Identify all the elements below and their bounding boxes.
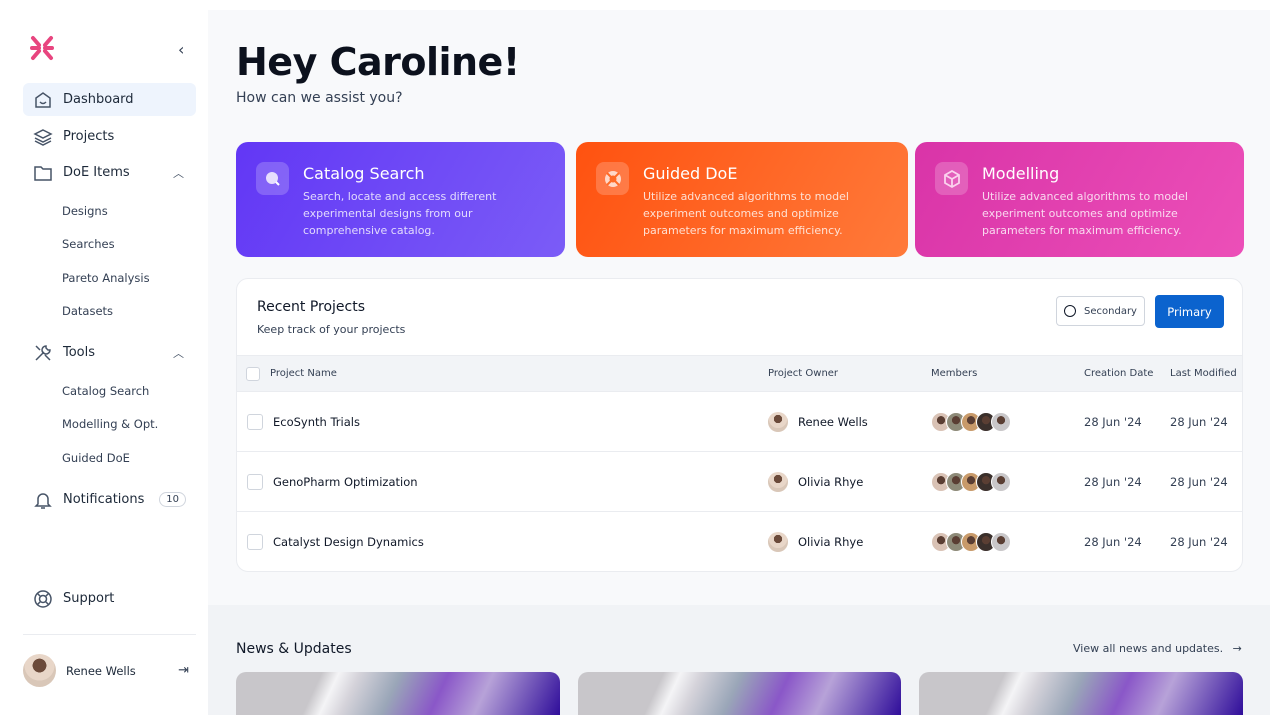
column-header[interactable]: Creation Date: [1084, 368, 1154, 379]
layers-icon: [33, 128, 53, 146]
last-modified: 28 Jun '24: [1170, 535, 1228, 549]
link-label: View all news and updates.: [1073, 642, 1224, 655]
column-header[interactable]: Project Owner: [768, 368, 839, 379]
members-avatars: [931, 472, 1011, 492]
sidebar-item-doe-items[interactable]: DoE Items ︿: [23, 156, 196, 189]
table-row[interactable]: EcoSynth Trials Renee Wells 28 Jun '24 2…: [237, 392, 1242, 452]
divider: [23, 634, 196, 635]
nav-label: Notifications: [63, 492, 145, 507]
creation-date: 28 Jun '24: [1084, 475, 1142, 489]
project-owner: Olivia Rhye: [798, 475, 864, 489]
select-all-checkbox[interactable]: [246, 367, 260, 381]
creation-date: 28 Jun '24: [1084, 535, 1142, 549]
folder-icon: [34, 165, 52, 181]
user-name: Renee Wells: [66, 663, 136, 678]
owner-avatar: [768, 532, 788, 552]
button-label: Secondary: [1084, 305, 1137, 317]
user-profile[interactable]: Renee Wells ⇥: [23, 654, 193, 687]
notification-count-badge: 10: [159, 492, 186, 507]
sidebar-subitem-pareto[interactable]: Pareto Analysis: [62, 271, 150, 285]
members-avatars: [931, 412, 1011, 432]
home-icon: [35, 91, 51, 108]
member-avatar: [991, 412, 1011, 432]
table-row[interactable]: GenoPharm Optimization Olivia Rhye 28 Ju…: [237, 452, 1242, 512]
collapse-sidebar-button[interactable]: ‹: [178, 40, 185, 59]
search-icon: [256, 162, 289, 195]
news-card[interactable]: [919, 672, 1243, 715]
cube-icon: [935, 162, 968, 195]
nav-label: Dashboard: [63, 92, 134, 107]
project-name[interactable]: Catalyst Design Dynamics: [273, 535, 424, 549]
card-title: Catalog Search: [303, 164, 425, 183]
news-title: News & Updates: [236, 641, 352, 657]
project-name[interactable]: EcoSynth Trials: [273, 415, 360, 429]
column-header[interactable]: Members: [931, 368, 978, 379]
chevron-up-icon[interactable]: ︿: [173, 166, 184, 180]
card-description: Utilize advanced algorithms to model exp…: [643, 190, 849, 237]
nav-label: Projects: [63, 129, 115, 144]
card-description: Search, locate and access different expe…: [303, 190, 497, 237]
section-subtitle: Keep track of your projects: [257, 323, 406, 336]
card-title: Guided DoE: [643, 164, 738, 183]
arrow-right-icon: →: [1232, 642, 1242, 655]
lifebuoy-icon: [596, 162, 629, 195]
row-checkbox[interactable]: [247, 474, 263, 490]
card-description: Utilize advanced algorithms to model exp…: [982, 190, 1188, 237]
sidebar-subitem-searches[interactable]: Searches: [62, 237, 115, 251]
sidebar-subitem-modelling[interactable]: Modelling & Opt.: [62, 417, 159, 431]
chevron-up-icon[interactable]: ︿: [173, 346, 184, 360]
sidebar: ‹ Dashboard Projects DoE Items ︿ Designs …: [0, 0, 208, 715]
avatar: [23, 654, 56, 687]
sidebar-subitem-guided-doe[interactable]: Guided DoE: [62, 451, 130, 465]
table-header: Project Name Project Owner Members Creat…: [237, 355, 1242, 392]
row-checkbox[interactable]: [247, 534, 263, 550]
modelling-card[interactable]: Modelling Utilize advanced algorithms to…: [915, 142, 1244, 257]
recent-projects-card: Recent Projects Keep track of your proje…: [236, 278, 1243, 572]
members-avatars: [931, 532, 1011, 552]
column-header[interactable]: Project Name: [270, 368, 337, 379]
news-card[interactable]: [236, 672, 560, 715]
creation-date: 28 Jun '24: [1084, 415, 1142, 429]
member-avatar: [991, 532, 1011, 552]
view-all-news-link[interactable]: View all news and updates. →: [1073, 642, 1242, 655]
sidebar-item-support[interactable]: Support: [23, 582, 196, 615]
last-modified: 28 Jun '24: [1170, 415, 1228, 429]
page-subtitle: How can we assist you?: [236, 90, 403, 106]
circle-icon: [1064, 305, 1077, 317]
member-avatar: [991, 472, 1011, 492]
bell-icon: [34, 492, 52, 509]
project-name[interactable]: GenoPharm Optimization: [273, 475, 418, 489]
sidebar-item-projects[interactable]: Projects: [23, 120, 196, 153]
catalog-search-card[interactable]: Catalog Search Search, locate and access…: [236, 142, 565, 257]
tools-icon: [35, 344, 51, 361]
section-title: Recent Projects: [257, 299, 366, 315]
sidebar-item-tools[interactable]: Tools ︿: [23, 336, 196, 369]
column-header[interactable]: Last Modified: [1170, 368, 1237, 379]
secondary-button[interactable]: Secondary: [1056, 296, 1145, 326]
main-content: Hey Caroline! How can we assist you? Cat…: [208, 10, 1270, 715]
sidebar-item-notifications[interactable]: Notifications 10: [23, 483, 196, 516]
sidebar-item-dashboard[interactable]: Dashboard: [23, 83, 196, 116]
owner-avatar: [768, 412, 788, 432]
project-owner: Renee Wells: [798, 415, 868, 429]
nav-label: Support: [63, 591, 115, 606]
table-row[interactable]: Catalyst Design Dynamics Olivia Rhye 28 …: [237, 512, 1242, 571]
guided-doe-card[interactable]: Guided DoE Utilize advanced algorithms t…: [576, 142, 908, 257]
sidebar-subitem-designs[interactable]: Designs: [62, 204, 108, 218]
owner-avatar: [768, 472, 788, 492]
logo-icon: [30, 36, 54, 60]
nav-label: Tools: [63, 345, 96, 360]
card-title: Modelling: [982, 164, 1060, 183]
logout-icon[interactable]: ⇥: [178, 663, 189, 678]
page-title: Hey Caroline!: [236, 40, 520, 84]
sidebar-subitem-datasets[interactable]: Datasets: [62, 304, 114, 318]
lifebuoy-icon: [34, 589, 52, 608]
last-modified: 28 Jun '24: [1170, 475, 1228, 489]
nav-label: DoE Items: [63, 165, 130, 180]
primary-button[interactable]: Primary: [1155, 295, 1224, 328]
row-checkbox[interactable]: [247, 414, 263, 430]
project-owner: Olivia Rhye: [798, 535, 864, 549]
sidebar-subitem-catalog-search[interactable]: Catalog Search: [62, 384, 150, 398]
news-card[interactable]: [578, 672, 901, 715]
